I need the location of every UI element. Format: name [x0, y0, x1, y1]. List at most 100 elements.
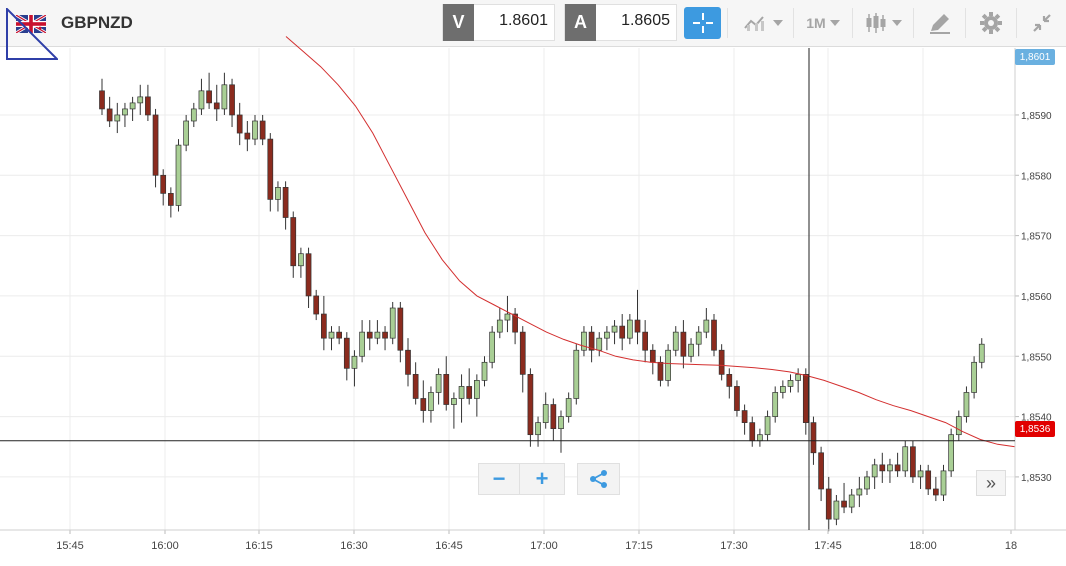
- candle-body: [236, 114, 243, 134]
- candle-body: [573, 349, 580, 399]
- candle: [382, 326, 388, 351]
- candle-body: [481, 361, 488, 381]
- candle-body: [657, 361, 664, 381]
- collapse-button[interactable]: [1022, 4, 1062, 42]
- candle-body: [198, 90, 205, 110]
- candle-body: [451, 398, 457, 405]
- candle: [963, 386, 970, 423]
- candle: [519, 326, 526, 393]
- candle-body: [496, 319, 503, 333]
- candle-body: [527, 374, 534, 436]
- candle: [397, 301, 404, 363]
- scroll-right-button[interactable]: »: [976, 470, 1006, 496]
- candle: [887, 458, 893, 483]
- candle: [451, 392, 457, 429]
- candle-body: [688, 343, 694, 357]
- y-tick-label: 1,8580: [1021, 171, 1052, 182]
- candle: [718, 344, 725, 381]
- crosshair-button[interactable]: [684, 7, 721, 39]
- candle-body: [145, 96, 151, 116]
- candle: [726, 368, 733, 399]
- candle-body: [741, 410, 748, 423]
- candle-body: [955, 416, 962, 436]
- candle: [236, 102, 243, 146]
- candle: [856, 476, 863, 508]
- candle: [290, 211, 297, 278]
- candle-body: [665, 349, 671, 381]
- candle-body: [366, 331, 373, 339]
- candle: [512, 308, 518, 345]
- ask-value: 1.8605: [621, 12, 670, 29]
- chart-grid: [0, 48, 1015, 530]
- candle-body: [864, 476, 870, 490]
- candle: [504, 295, 511, 333]
- timeframe-button[interactable]: 1M: [798, 4, 848, 42]
- y-tick-label: 1,8550: [1021, 352, 1052, 363]
- symbol-title: GBPNZD: [61, 13, 133, 32]
- candle: [779, 380, 786, 399]
- candle-body: [160, 174, 167, 194]
- candle-body: [734, 386, 740, 411]
- x-tick-label: 17:15: [625, 540, 653, 552]
- candle: [374, 320, 381, 345]
- candle: [282, 181, 289, 230]
- candle: [565, 392, 572, 423]
- candle: [558, 410, 564, 453]
- chart-toolbar: GBPNZD V 1.8601 A 1.8605 1M: [0, 0, 1066, 60]
- share-button[interactable]: [577, 463, 620, 495]
- candle-body: [229, 84, 235, 116]
- candle: [267, 133, 274, 212]
- candle-body: [695, 331, 702, 345]
- candle-body: [550, 404, 557, 430]
- candle-body: [290, 217, 297, 267]
- candle: [145, 84, 151, 121]
- x-tick-label: 16:45: [435, 540, 463, 552]
- candle-body: [275, 187, 281, 200]
- candle: [741, 404, 748, 435]
- candle: [879, 452, 886, 483]
- candle: [734, 380, 740, 417]
- candle: [932, 476, 939, 502]
- candle-body: [596, 337, 603, 351]
- candle-body: [810, 422, 817, 454]
- draw-button[interactable]: [918, 4, 962, 42]
- candle-body: [420, 398, 427, 411]
- candle-body: [122, 108, 128, 116]
- candle: [412, 362, 419, 405]
- candle: [336, 326, 342, 345]
- candle-body: [405, 349, 411, 375]
- candle-body: [267, 138, 274, 200]
- candle: [481, 356, 488, 387]
- candle: [458, 374, 465, 423]
- candle-body: [611, 325, 618, 333]
- candle-body: [206, 90, 212, 104]
- candle-body: [581, 331, 587, 351]
- candle: [343, 332, 350, 381]
- candle: [695, 326, 702, 357]
- x-tick-label: 17:45: [814, 540, 842, 552]
- bid-value: 1.8601: [499, 12, 548, 29]
- candle-body: [99, 90, 105, 110]
- candle: [229, 78, 235, 128]
- candle-body: [802, 374, 809, 423]
- chart-type-button[interactable]: [735, 4, 790, 42]
- candle: [152, 108, 159, 188]
- draw-pencil-icon: [930, 14, 950, 34]
- zoom-in-button[interactable]: +: [520, 463, 565, 495]
- candle-style-button[interactable]: [858, 4, 908, 42]
- candle-body: [711, 319, 717, 351]
- zoom-out-button[interactable]: −: [478, 463, 520, 495]
- candle: [428, 386, 434, 423]
- candle-body: [833, 500, 840, 520]
- candle: [351, 350, 358, 387]
- candle: [106, 96, 113, 128]
- candle: [496, 308, 503, 339]
- candle-body: [252, 120, 258, 140]
- settings-button[interactable]: [970, 4, 1012, 42]
- candle-body: [910, 446, 916, 478]
- candle-body: [305, 253, 312, 297]
- candle-body: [282, 187, 289, 218]
- candle-body: [512, 313, 518, 333]
- candlestick-icon: [866, 13, 886, 33]
- collapse-icon: [1033, 14, 1051, 32]
